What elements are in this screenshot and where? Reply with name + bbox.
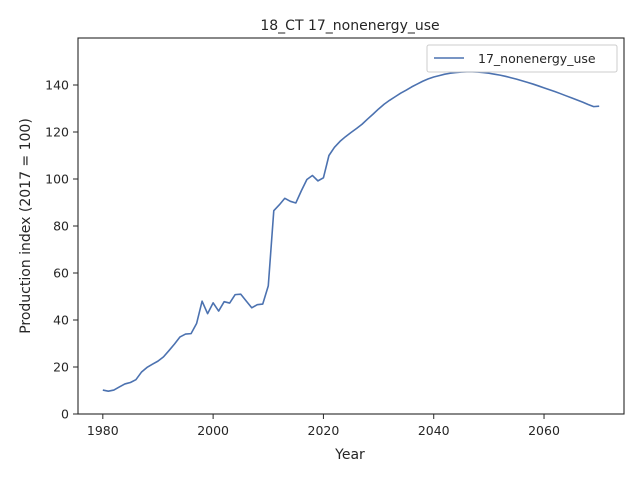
y-tick-label: 140 xyxy=(45,78,69,93)
x-axis-label: Year xyxy=(334,447,365,463)
legend-box xyxy=(426,44,618,73)
legend-label-17-nonenergy-use: 17_nonenergy_use xyxy=(478,51,596,66)
x-tick-label: 2060 xyxy=(528,423,560,438)
y-tick-label: 120 xyxy=(45,125,69,140)
x-tick-label: 2020 xyxy=(308,423,340,438)
y-tick-label: 40 xyxy=(53,313,69,328)
series-layer xyxy=(102,71,600,393)
legend: 17_nonenergy_use xyxy=(426,44,618,73)
y-axis-label: Production index (2017 = 100) xyxy=(18,118,34,334)
series-line-17-nonenergy-use xyxy=(102,71,600,393)
y-tick-label: 80 xyxy=(53,219,69,234)
y-tick-label: 0 xyxy=(61,407,69,422)
plot-frame xyxy=(77,37,625,415)
x-tick-label: 1980 xyxy=(87,423,119,438)
y-tick-label: 100 xyxy=(45,172,69,187)
y-tick-label: 60 xyxy=(53,266,69,281)
x-tick-label: 2000 xyxy=(197,423,229,438)
chart-title: 18_CT 17_nonenergy_use xyxy=(260,18,439,34)
y-tick-label: 20 xyxy=(53,360,69,375)
x-tick-label: 2040 xyxy=(418,423,450,438)
